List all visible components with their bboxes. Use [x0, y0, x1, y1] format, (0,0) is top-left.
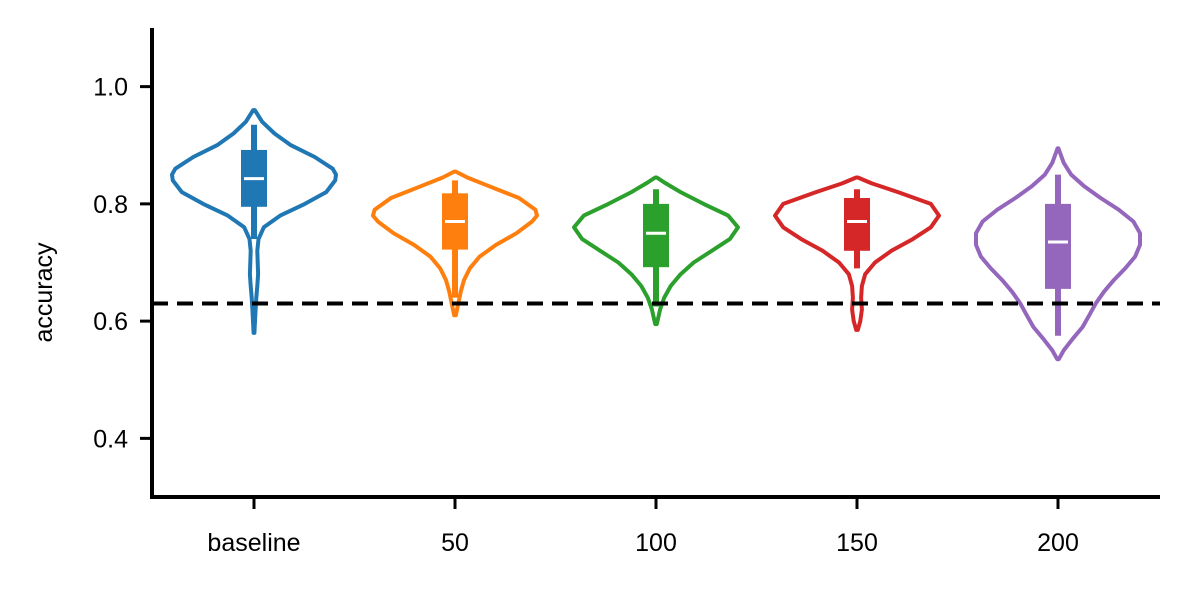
x-tick-label: 200 — [1037, 529, 1079, 557]
y-axis-title: accuracy — [30, 242, 58, 343]
y-tick-label: 1.0 — [93, 74, 128, 102]
violin-iqr-box — [844, 198, 870, 251]
violin-body — [371, 169, 539, 318]
y-ticks: 0.4 0.6 0.8 1.0 — [93, 74, 152, 453]
y-tick-label: 0.8 — [93, 191, 128, 219]
x-tick-label: 150 — [836, 529, 878, 557]
violin-body — [572, 175, 740, 327]
violin-layer — [170, 108, 1142, 362]
violin-body — [773, 175, 941, 332]
violin-baseline — [170, 108, 338, 335]
x-tick-label: 50 — [441, 529, 469, 557]
y-tick-label: 0.4 — [93, 425, 128, 453]
violin-iqr-box — [1045, 203, 1071, 289]
y-tick-label: 0.6 — [93, 308, 128, 336]
x-tick-label: baseline — [207, 529, 300, 557]
violin-body — [170, 108, 338, 335]
violin-iqr-box — [643, 203, 669, 268]
violin-body — [974, 146, 1142, 362]
violin-150 — [773, 175, 941, 332]
violin-50 — [371, 169, 539, 318]
violin-200 — [974, 146, 1142, 362]
x-tick-label: 100 — [635, 529, 677, 557]
violin-100 — [572, 175, 740, 327]
x-ticks: baseline 50 100 150 200 — [207, 497, 1079, 557]
